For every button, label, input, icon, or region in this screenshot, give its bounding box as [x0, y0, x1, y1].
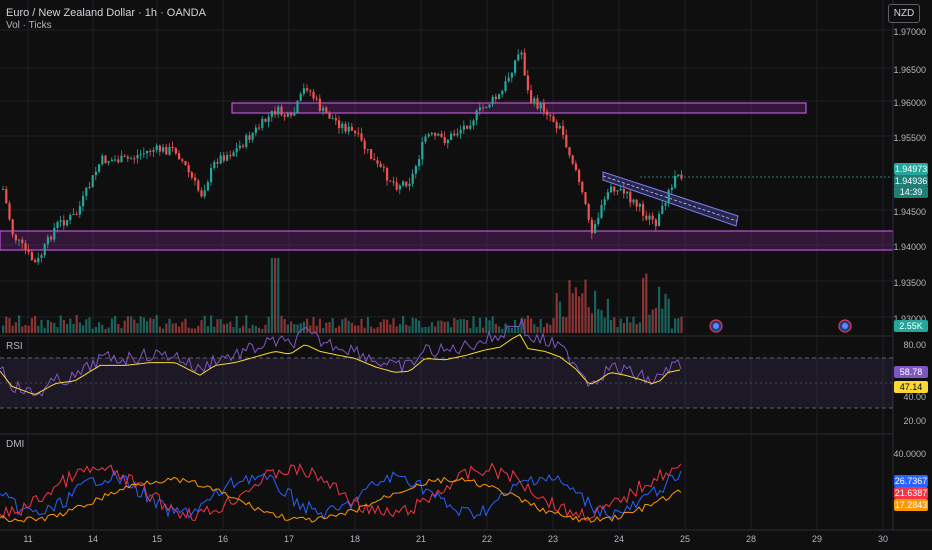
time-label: 16 — [217, 534, 229, 544]
symbol-title[interactable]: Euro / New Zealand Dollar · 1h · OANDA — [6, 7, 206, 19]
event-icon[interactable] — [709, 319, 723, 333]
support-zone[interactable] — [0, 230, 894, 251]
minus-di-tag: 21.6387 — [894, 487, 928, 499]
rsi-value-tag: 58.78 — [894, 366, 928, 378]
adx-line — [0, 476, 682, 523]
resistance-zone[interactable] — [231, 102, 807, 114]
currency-button[interactable]: NZD — [888, 4, 920, 23]
price-label: 1.97000 — [893, 27, 926, 37]
dmi-axis-label: 40.0000 — [893, 449, 926, 459]
time-label: 21 — [415, 534, 427, 544]
time-label: 24 — [613, 534, 625, 544]
price-label: 1.93000 — [893, 314, 926, 324]
rsi-axis-label: 20.00 — [903, 416, 926, 426]
time-label: 22 — [481, 534, 493, 544]
adx-tag: 17.2843 — [894, 499, 928, 511]
price-label: 1.93500 — [893, 278, 926, 288]
countdown-tag: 14:39 — [894, 186, 928, 198]
volume-indicator-label[interactable]: Vol · Ticks — [6, 20, 52, 31]
rsi-axis-label: 80.00 — [903, 340, 926, 350]
event-icon[interactable] — [838, 319, 852, 333]
time-label: 23 — [547, 534, 559, 544]
rsi-axis-label: 40.00 — [903, 392, 926, 402]
time-label: 29 — [811, 534, 823, 544]
price-label: 1.94000 — [893, 242, 926, 252]
rsi-line — [0, 316, 682, 397]
price-label: 1.95500 — [893, 133, 926, 143]
volume-bars — [2, 258, 683, 333]
price-label: 1.96500 — [893, 65, 926, 75]
time-label: 11 — [23, 534, 33, 544]
rsi-ma-value-tag: 47.14 — [894, 381, 928, 393]
time-label: 14 — [87, 534, 99, 544]
price-label: 1.96000 — [893, 98, 926, 108]
time-label: 25 — [679, 534, 691, 544]
time-label: 15 — [151, 534, 163, 544]
volume-tag: 2.55K — [894, 320, 928, 332]
grid-lines — [0, 0, 893, 530]
rsi-label[interactable]: RSI — [6, 341, 23, 352]
price-label: 1.94500 — [893, 207, 926, 217]
plus-di-tag: 26.7367 — [894, 475, 928, 487]
channel-midline — [602, 175, 738, 222]
minus-di-line — [0, 462, 682, 522]
current-price-tag: 1.94973 — [894, 163, 928, 175]
plus-di-line — [0, 469, 682, 520]
time-label: 17 — [283, 534, 295, 544]
rsi-ma-line — [0, 333, 681, 395]
dmi-label[interactable]: DMI — [6, 439, 25, 450]
time-label: 28 — [745, 534, 757, 544]
time-label: 30 — [877, 534, 889, 544]
secondary-price-tag: 1.94936 — [894, 175, 928, 187]
candlesticks — [2, 48, 683, 266]
time-label: 18 — [349, 534, 361, 544]
